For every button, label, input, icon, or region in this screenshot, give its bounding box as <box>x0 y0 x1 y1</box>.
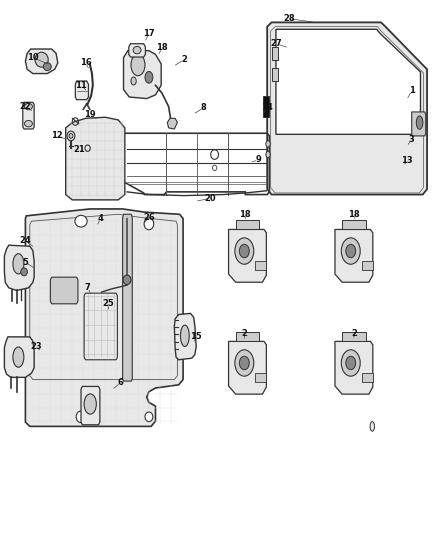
Text: 27: 27 <box>270 39 282 48</box>
Polygon shape <box>362 373 373 382</box>
Ellipse shape <box>84 394 96 414</box>
Ellipse shape <box>13 347 24 367</box>
Ellipse shape <box>25 120 32 127</box>
Ellipse shape <box>240 356 249 370</box>
Text: 14: 14 <box>261 103 273 112</box>
Text: 23: 23 <box>30 342 42 351</box>
Text: 18: 18 <box>156 44 168 52</box>
Ellipse shape <box>341 350 360 376</box>
Ellipse shape <box>145 412 153 422</box>
Ellipse shape <box>13 254 24 274</box>
Polygon shape <box>267 22 427 195</box>
Text: 2: 2 <box>241 329 247 337</box>
Text: 6: 6 <box>117 378 124 387</box>
Ellipse shape <box>43 63 51 70</box>
Polygon shape <box>272 68 278 81</box>
Text: 5: 5 <box>22 258 28 266</box>
Polygon shape <box>167 118 177 129</box>
Ellipse shape <box>25 103 32 110</box>
Polygon shape <box>362 261 373 270</box>
Text: 1: 1 <box>409 86 415 95</box>
Ellipse shape <box>131 77 136 85</box>
Ellipse shape <box>75 215 87 227</box>
Ellipse shape <box>131 54 145 76</box>
Ellipse shape <box>21 268 27 276</box>
Polygon shape <box>335 229 373 282</box>
Ellipse shape <box>416 116 423 130</box>
Ellipse shape <box>266 151 270 158</box>
Polygon shape <box>255 261 266 270</box>
Text: 2: 2 <box>351 329 357 337</box>
Text: 4: 4 <box>98 214 104 223</box>
Polygon shape <box>123 214 132 381</box>
Ellipse shape <box>235 238 254 264</box>
Ellipse shape <box>145 71 153 83</box>
Polygon shape <box>236 332 259 342</box>
Polygon shape <box>342 220 366 229</box>
Polygon shape <box>66 117 125 200</box>
Ellipse shape <box>35 52 48 67</box>
Ellipse shape <box>69 134 73 139</box>
Text: 3: 3 <box>409 135 415 144</box>
Text: 8: 8 <box>201 103 207 112</box>
Text: 2: 2 <box>181 55 187 64</box>
Polygon shape <box>75 81 88 100</box>
Polygon shape <box>84 293 117 360</box>
Polygon shape <box>272 47 278 60</box>
Ellipse shape <box>235 350 254 376</box>
Text: 12: 12 <box>51 132 63 140</box>
Text: 13: 13 <box>402 157 413 165</box>
Text: 26: 26 <box>143 213 155 222</box>
Polygon shape <box>236 220 259 229</box>
Polygon shape <box>412 112 426 136</box>
Ellipse shape <box>266 141 270 147</box>
Polygon shape <box>229 342 266 394</box>
Ellipse shape <box>180 325 189 346</box>
Polygon shape <box>342 332 366 342</box>
Polygon shape <box>263 96 269 117</box>
Text: 15: 15 <box>191 333 202 341</box>
Text: 28: 28 <box>283 14 295 23</box>
Ellipse shape <box>370 422 374 431</box>
Polygon shape <box>81 386 100 425</box>
Text: 16: 16 <box>80 59 91 67</box>
Ellipse shape <box>240 244 249 258</box>
Ellipse shape <box>346 356 356 370</box>
Text: 17: 17 <box>143 29 155 37</box>
Polygon shape <box>25 49 58 74</box>
Polygon shape <box>4 337 34 377</box>
Polygon shape <box>129 44 145 57</box>
Ellipse shape <box>144 218 154 230</box>
Ellipse shape <box>76 411 86 423</box>
Text: 24: 24 <box>20 237 31 245</box>
Text: 7: 7 <box>85 284 91 292</box>
Text: 25: 25 <box>103 300 114 308</box>
Polygon shape <box>229 229 266 282</box>
Ellipse shape <box>67 131 75 141</box>
Polygon shape <box>50 277 78 304</box>
Text: 21: 21 <box>73 145 85 154</box>
Polygon shape <box>335 342 373 394</box>
Polygon shape <box>174 313 196 360</box>
Ellipse shape <box>346 244 356 258</box>
Text: 9: 9 <box>255 156 261 164</box>
Polygon shape <box>276 29 420 134</box>
Ellipse shape <box>341 238 360 264</box>
Text: 18: 18 <box>348 210 360 219</box>
Text: 11: 11 <box>75 81 87 90</box>
Polygon shape <box>255 373 266 382</box>
Text: 20: 20 <box>205 194 216 203</box>
Polygon shape <box>124 51 161 99</box>
Ellipse shape <box>123 275 131 285</box>
Ellipse shape <box>133 46 141 54</box>
Polygon shape <box>25 209 183 426</box>
Polygon shape <box>4 245 34 290</box>
Text: 18: 18 <box>239 210 250 219</box>
Text: 19: 19 <box>84 110 95 119</box>
Text: 22: 22 <box>20 102 31 111</box>
Text: 10: 10 <box>27 53 39 62</box>
Polygon shape <box>23 102 34 129</box>
